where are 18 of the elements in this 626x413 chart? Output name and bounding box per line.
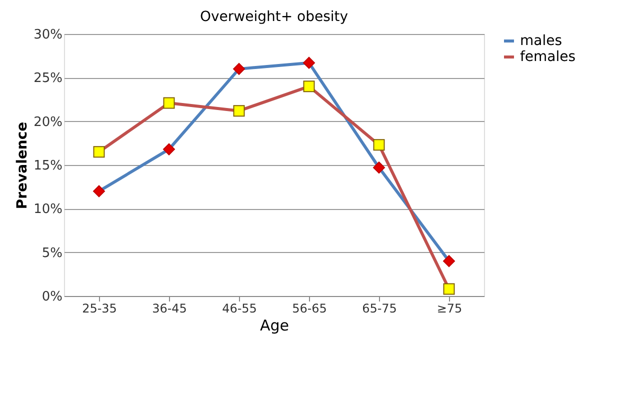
x-tick-label: ≥75	[436, 302, 462, 316]
x-tick-label: 25-35	[82, 302, 117, 316]
y-tick-label: 25%	[34, 71, 62, 86]
y-tick-label: 20%	[34, 114, 62, 130]
x-tick-label: 65-75	[362, 302, 397, 316]
legend-label: females	[520, 49, 576, 65]
y-tick-label: 0%	[42, 290, 62, 304]
y-tick-label: 30%	[34, 28, 62, 42]
x-tick-label: 46-55	[222, 302, 257, 316]
legend-label: males	[520, 33, 562, 49]
y-tick-label: 5%	[42, 246, 62, 261]
x-tick-label: 56-65	[292, 302, 327, 316]
chart-title: Overweight+ obesity	[200, 9, 348, 25]
y-tick-label: 15%	[34, 158, 62, 174]
x-axis-title: Age	[260, 316, 290, 334]
y-tick-label: 10%	[34, 202, 62, 218]
x-tick-label: 36-45	[152, 302, 187, 316]
y-axis-title: Prevalence	[14, 122, 31, 210]
